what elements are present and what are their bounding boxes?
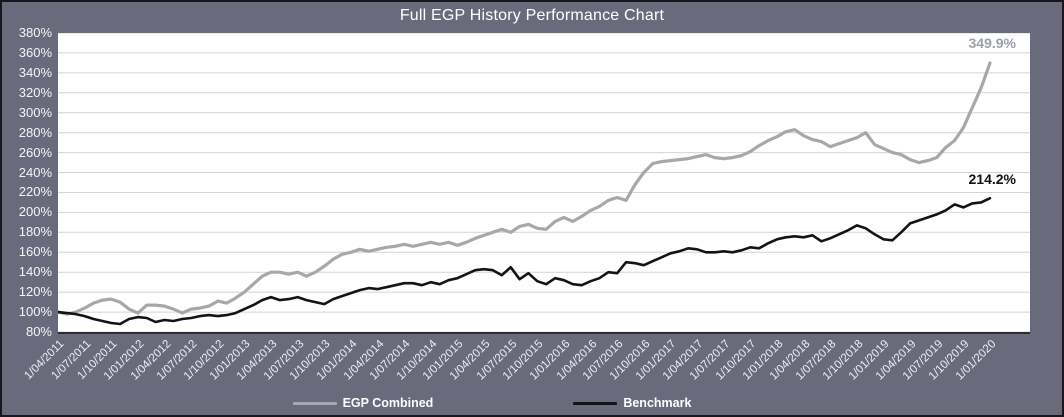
y-axis-tick-label: 120% [18, 284, 52, 300]
series-line-egp-combined [58, 61, 992, 316]
legend-label-benchmark: Benchmark [623, 396, 692, 410]
y-axis-tick-label: 340% [18, 64, 52, 80]
egp-combined-line-swatch-icon [292, 401, 337, 405]
plot-canvas [58, 33, 1030, 332]
y-axis-tick-label: 140% [18, 264, 52, 280]
benchmark-final-value: 214.2% [968, 171, 1016, 187]
y-axis-tick-label: 80% [25, 324, 52, 339]
y-axis-tick-label: 100% [18, 304, 52, 320]
benchmark-line-swatch-icon [573, 401, 618, 405]
legend-item-egp-combined: EGP Combined [292, 396, 434, 410]
chart-title: Full EGP History Performance Chart [399, 7, 665, 24]
y-axis-tick-label: 320% [18, 84, 52, 100]
y-axis-tick-label: 180% [18, 224, 52, 240]
series-line-benchmark [58, 196, 992, 326]
legend-label-egp-combined: EGP Combined [342, 396, 434, 410]
y-axis-tick-label: 300% [18, 104, 52, 120]
y-axis-tick-label: 380% [18, 25, 52, 40]
y-axis-tick-label: 260% [18, 144, 52, 160]
plot-area [58, 33, 1030, 334]
egp-combined-final-value: 349.9% [968, 35, 1016, 51]
y-axis-tick-label: 160% [18, 244, 52, 260]
y-axis-tick-label: 240% [18, 164, 52, 180]
y-axis-tick-label: 220% [18, 184, 52, 200]
y-axis-tick-label: 280% [18, 124, 52, 140]
chart-legend: EGP Combined Benchmark [2, 396, 1022, 410]
y-axis-tick-label: 360% [18, 44, 52, 60]
legend-item-benchmark: Benchmark [573, 396, 691, 410]
y-axis-tick-label: 200% [18, 204, 52, 220]
